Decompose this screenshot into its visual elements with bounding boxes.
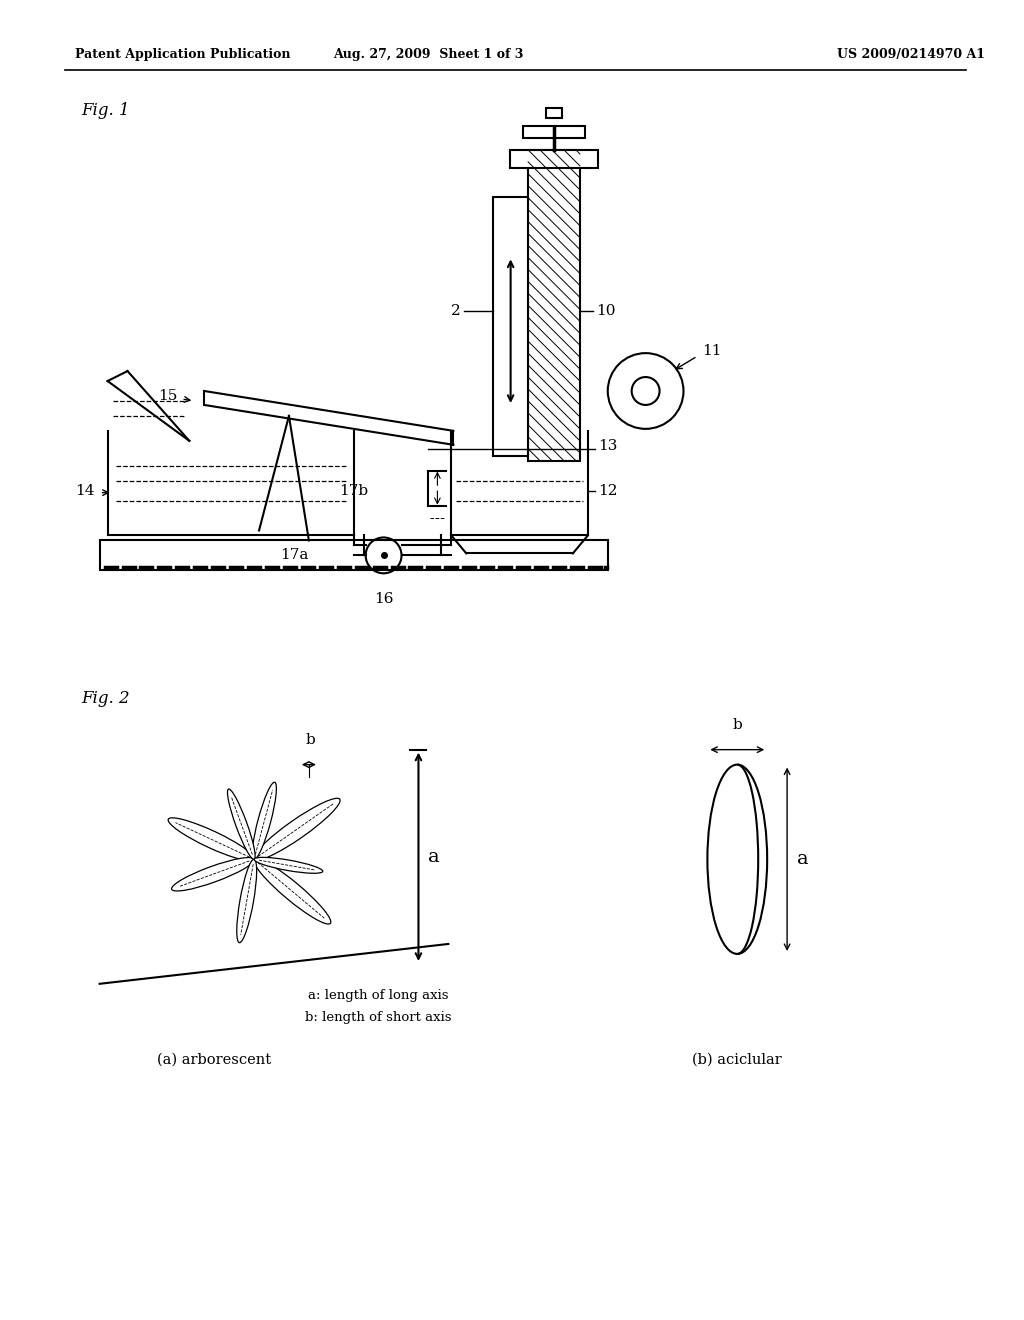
Ellipse shape [172, 858, 254, 891]
Text: 13: 13 [598, 438, 617, 453]
Text: (a) arborescent: (a) arborescent [157, 1052, 271, 1067]
Text: a: a [797, 850, 809, 869]
Text: 16: 16 [374, 593, 393, 606]
Text: Patent Application Publication: Patent Application Publication [75, 48, 290, 61]
Text: Fig. 1: Fig. 1 [82, 102, 130, 119]
Text: 11: 11 [702, 345, 722, 358]
Ellipse shape [254, 799, 340, 861]
Text: 14: 14 [75, 483, 94, 498]
Text: (b) aciclular: (b) aciclular [692, 1052, 782, 1067]
Text: 17a: 17a [280, 548, 308, 562]
Text: 12: 12 [598, 483, 617, 498]
Ellipse shape [254, 858, 331, 924]
Bar [523, 125, 585, 137]
Text: b: length of short axis: b: length of short axis [305, 1011, 452, 1024]
Ellipse shape [252, 783, 276, 859]
Bar [510, 150, 598, 168]
Text: b: b [306, 733, 315, 747]
Text: US 2009/0214970 A1: US 2009/0214970 A1 [837, 48, 985, 61]
Text: 17b: 17b [339, 483, 369, 498]
Ellipse shape [254, 858, 323, 874]
Text: Aug. 27, 2009  Sheet 1 of 3: Aug. 27, 2009 Sheet 1 of 3 [333, 48, 523, 61]
Ellipse shape [708, 764, 767, 954]
Text: b: b [732, 718, 742, 731]
Text: 2: 2 [451, 305, 461, 318]
Text: 10: 10 [596, 305, 615, 318]
Text: Fig. 2: Fig. 2 [82, 690, 130, 708]
Bar [494, 197, 528, 455]
Ellipse shape [168, 818, 254, 861]
Bar [528, 150, 580, 461]
Text: a: a [428, 847, 440, 866]
Bar [546, 108, 562, 117]
Ellipse shape [237, 859, 257, 942]
Text: a: length of long axis: a: length of long axis [308, 989, 449, 1002]
Bar [99, 540, 608, 570]
Ellipse shape [227, 789, 255, 859]
Text: 15: 15 [158, 389, 177, 403]
